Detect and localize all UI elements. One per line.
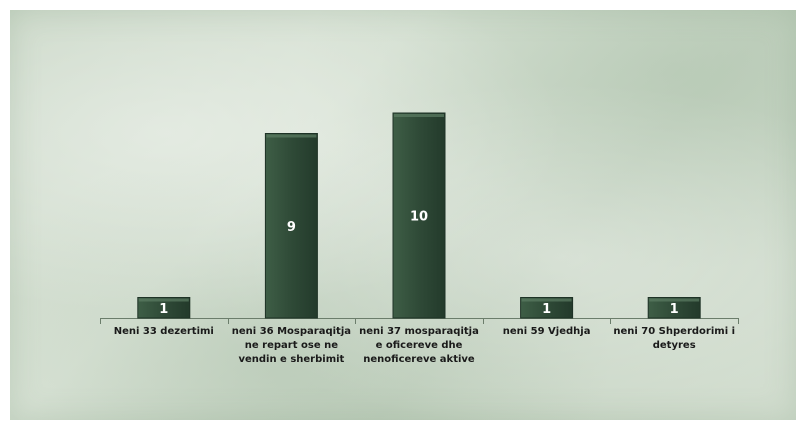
category-label: Neni 33 dezertimi (114, 326, 214, 337)
data-label: 1 (670, 302, 679, 317)
category-label-line: neni 59 Vjedhja (503, 326, 591, 337)
bar-highlight (394, 114, 444, 117)
category-label: neni 37 mosparaqitja e oficereve dhe nenof… (359, 326, 479, 365)
category-label-line: e oficereve dhe (376, 340, 463, 351)
bar-highlight (138, 298, 189, 302)
data-label: 9 (287, 220, 296, 235)
bar-highlight (649, 298, 700, 302)
bar-highlight (266, 134, 317, 138)
bar (647, 297, 701, 319)
data-label: 10 (410, 210, 428, 225)
bar-highlight (521, 298, 572, 302)
category-label-line: neni 37 mosparaqitja (359, 326, 479, 337)
category-label-line: neni 36 Mosparaqitja (232, 326, 351, 337)
category-label-line: ne repart ose ne (245, 340, 338, 351)
category-label: neni 59 Vjedhja (503, 326, 591, 337)
bar (520, 297, 574, 319)
category-label-line: neni 70 Shperdorimi i (613, 326, 735, 337)
category-label-line: Neni 33 dezertimi (114, 326, 214, 337)
category-label-line: nenoficereve aktive (363, 354, 475, 365)
bar (392, 112, 446, 319)
category-label-line: detyres (653, 340, 696, 351)
category-label: neni 70 Shperdorimi i detyres (613, 326, 735, 351)
data-label: 1 (159, 302, 168, 317)
category-label-line: vendin e sherbimit (238, 354, 344, 365)
bar (137, 297, 191, 319)
bar (264, 133, 318, 319)
data-label: 1 (542, 302, 551, 317)
category-label: neni 36 Mosparaqitja ne repart ose ne vend… (232, 326, 351, 365)
